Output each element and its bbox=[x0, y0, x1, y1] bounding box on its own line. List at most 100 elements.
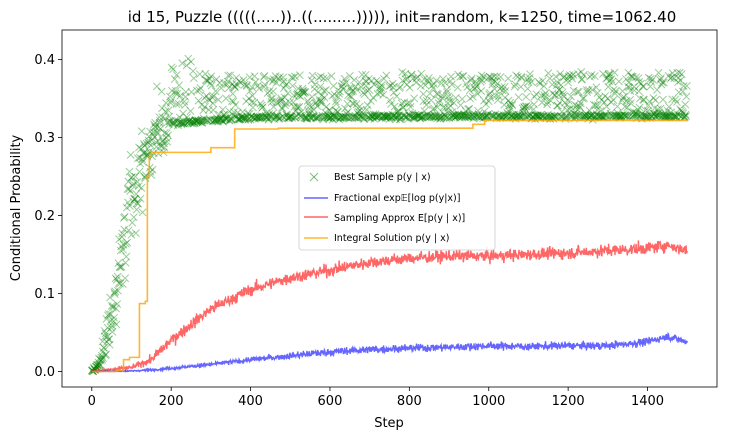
best-sample-point bbox=[218, 117, 227, 125]
best-sample-point bbox=[160, 139, 168, 148]
best-sample-point bbox=[168, 119, 177, 128]
best-sample-point bbox=[484, 97, 493, 106]
best-sample-point bbox=[268, 77, 277, 86]
best-sample-point bbox=[518, 111, 527, 120]
best-sample-point bbox=[360, 111, 369, 120]
best-sample-point bbox=[117, 263, 126, 271]
best-sample-point bbox=[198, 119, 207, 128]
best-sample-point bbox=[310, 84, 319, 93]
best-sample-point bbox=[654, 111, 663, 120]
best-sample-point bbox=[443, 113, 452, 122]
best-sample-point bbox=[451, 113, 460, 122]
best-sample-point bbox=[331, 97, 340, 106]
x-tick-label: 400 bbox=[238, 394, 263, 409]
best-sample-point bbox=[521, 112, 530, 121]
best-sample-point bbox=[352, 100, 361, 109]
best-sample-point bbox=[401, 69, 410, 78]
best-sample-point bbox=[541, 93, 550, 102]
best-sample-point bbox=[447, 72, 455, 81]
best-sample-point bbox=[202, 91, 211, 100]
best-sample-point bbox=[457, 111, 465, 120]
best-sample-point bbox=[587, 71, 596, 79]
best-sample-point bbox=[117, 233, 126, 241]
best-sample-point bbox=[440, 111, 449, 119]
best-sample-point bbox=[459, 72, 468, 81]
best-sample-point bbox=[158, 104, 166, 113]
best-sample-point bbox=[262, 109, 271, 118]
best-sample-point bbox=[613, 102, 622, 111]
best-sample-point bbox=[636, 111, 645, 120]
best-sample-point bbox=[215, 110, 224, 119]
best-sample-point bbox=[473, 89, 482, 98]
best-sample-point bbox=[506, 104, 515, 113]
best-sample-point bbox=[593, 101, 602, 110]
best-sample-point bbox=[508, 111, 517, 119]
best-sample-point bbox=[508, 101, 517, 110]
best-sample-point bbox=[512, 111, 521, 120]
best-sample-point bbox=[379, 74, 388, 83]
best-sample-point bbox=[350, 76, 359, 84]
best-sample-point bbox=[269, 87, 278, 96]
best-sample-point bbox=[162, 129, 171, 138]
best-sample-point bbox=[254, 114, 263, 123]
best-sample-point bbox=[130, 195, 139, 203]
best-sample-point bbox=[378, 111, 387, 120]
best-sample-point bbox=[98, 337, 107, 346]
best-sample-point bbox=[431, 113, 440, 122]
best-sample-point bbox=[462, 111, 471, 120]
best-sample-point bbox=[409, 114, 418, 122]
best-sample-point bbox=[649, 110, 658, 118]
best-sample-point bbox=[635, 103, 644, 112]
best-sample-point bbox=[570, 109, 579, 118]
best-sample-point bbox=[106, 293, 114, 302]
best-sample-point bbox=[628, 72, 637, 81]
best-sample-point bbox=[621, 111, 630, 120]
best-sample-point bbox=[101, 329, 110, 338]
best-sample-point bbox=[295, 91, 303, 100]
best-sample-point bbox=[524, 102, 533, 111]
best-sample-point bbox=[398, 76, 407, 85]
best-sample-point bbox=[210, 116, 219, 124]
best-sample-point bbox=[658, 111, 667, 120]
best-sample-point bbox=[433, 90, 442, 99]
best-sample-point bbox=[411, 113, 420, 122]
best-sample-point bbox=[323, 113, 332, 122]
best-sample-point bbox=[673, 68, 682, 77]
best-sample-point bbox=[626, 87, 635, 95]
best-sample-point bbox=[376, 89, 385, 97]
best-sample-point bbox=[406, 99, 415, 108]
best-sample-point bbox=[309, 112, 318, 121]
best-sample-point bbox=[408, 113, 417, 122]
best-sample-point bbox=[142, 139, 151, 148]
best-sample-point bbox=[182, 61, 191, 70]
best-sample-point bbox=[291, 113, 300, 122]
best-sample-point bbox=[571, 110, 580, 119]
best-sample-point bbox=[647, 112, 656, 121]
best-sample-point bbox=[187, 87, 196, 96]
best-sample-point bbox=[292, 90, 301, 99]
best-sample-point bbox=[92, 361, 101, 369]
best-sample-point bbox=[454, 110, 463, 118]
best-sample-point bbox=[450, 113, 459, 122]
best-sample-point bbox=[175, 113, 184, 122]
best-sample-point bbox=[476, 77, 485, 86]
best-sample-point bbox=[575, 102, 584, 110]
best-sample-point bbox=[474, 112, 483, 121]
best-sample-point bbox=[345, 84, 354, 92]
best-sample-point bbox=[173, 90, 182, 98]
best-sample-point bbox=[661, 113, 669, 121]
best-sample-point bbox=[373, 112, 382, 121]
best-sample-point bbox=[279, 84, 288, 93]
best-sample-point bbox=[388, 110, 397, 119]
best-sample-point bbox=[377, 81, 386, 90]
best-sample-point bbox=[482, 111, 491, 120]
best-sample-point bbox=[276, 97, 285, 106]
best-sample-point bbox=[333, 108, 342, 116]
best-sample-point bbox=[316, 72, 325, 81]
best-sample-point bbox=[586, 72, 594, 81]
best-sample-point bbox=[372, 76, 381, 85]
best-sample-point bbox=[382, 71, 391, 80]
best-sample-point bbox=[644, 101, 653, 110]
best-sample-point bbox=[263, 113, 272, 122]
best-sample-point bbox=[502, 112, 511, 121]
